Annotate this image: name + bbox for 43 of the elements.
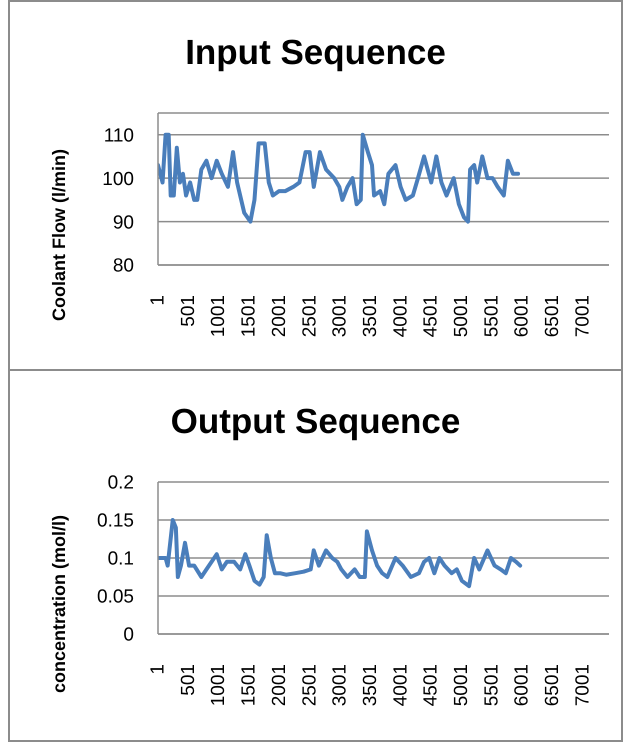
x-tick-label: 2501: [299, 295, 320, 338]
x-tick-label: 5001: [451, 295, 472, 338]
x-tick-label: 6501: [542, 295, 564, 338]
y-tick-label: 0.1: [108, 548, 134, 570]
x-tick-label: 1501: [238, 295, 260, 338]
x-tick-label: 5501: [481, 664, 502, 706]
chart-title: Input Sequence: [184, 32, 447, 74]
x-tick-label: 1: [148, 664, 168, 675]
y-tick-label: 0.2: [108, 472, 134, 494]
y-tick-label: 0.05: [97, 586, 134, 608]
x-tick-label: 3001: [330, 664, 351, 706]
x-tick-label: 6501: [542, 664, 564, 706]
y-tick-label: 90: [112, 212, 134, 234]
x-tick-label: 1001: [208, 664, 230, 706]
x-tick-label: 2501: [299, 664, 320, 706]
x-tick-label: 4001: [390, 664, 412, 706]
y-axis-title: Coolant Flow (l/min): [49, 149, 69, 321]
x-tick-label: 5001: [451, 664, 472, 706]
x-tick-label: 6001: [512, 664, 533, 706]
x-tick-label: 7001: [572, 295, 594, 338]
chart-title: Output Sequence: [170, 400, 462, 442]
y-tick-label: 110: [104, 125, 134, 146]
x-tick-label: 501: [178, 295, 199, 327]
y-tick-label: 0.15: [97, 510, 134, 532]
x-tick-label: 3001: [330, 295, 351, 338]
x-tick-label: 1501: [238, 664, 260, 706]
x-tick-label: 7001: [572, 664, 594, 706]
x-tick-label: 1001: [208, 295, 230, 338]
x-tick-label: 2001: [268, 664, 290, 706]
x-tick-label: 6001: [512, 295, 533, 338]
x-tick-label: 1: [148, 295, 168, 306]
x-tick-label: 4501: [420, 664, 442, 706]
x-tick-label: 2001: [268, 295, 290, 338]
x-tick-label: 501: [178, 664, 199, 696]
x-tick-label: 5501: [481, 295, 502, 338]
y-tick-label: 100: [102, 168, 134, 190]
x-tick-label: 4501: [420, 295, 442, 338]
x-tick-label: 3501: [360, 664, 381, 706]
y-tick-label: 80: [112, 256, 134, 277]
y-axis-title: concentration (mol/l): [49, 514, 69, 694]
x-tick-label: 3501: [360, 295, 381, 338]
x-tick-label: 4001: [390, 295, 412, 338]
y-tick-label: 0: [123, 624, 134, 646]
